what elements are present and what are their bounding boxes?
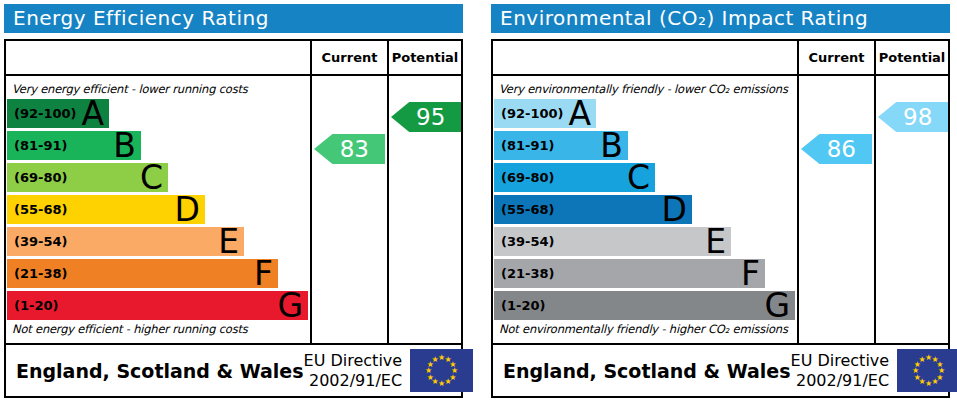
star-icon: ★ — [925, 379, 932, 388]
band-letter: E — [218, 224, 239, 257]
band-range-label: (21-38) — [501, 259, 554, 288]
energy-bands-area: Very energy efficient - lower running co… — [6, 76, 310, 343]
current-column-header: Current — [310, 41, 387, 76]
environmental-bands-area: Very environmentally friendly - lower CO… — [493, 76, 797, 343]
eu-directive-line2: 2002/91/EC — [304, 371, 403, 390]
band-range-label: (1-20) — [501, 291, 545, 320]
region-label: England, Scotland & Wales — [6, 360, 304, 382]
energy-top-note: Very energy efficient - lower running co… — [12, 82, 248, 96]
eu-directive-line1: EU Directive — [304, 351, 403, 370]
environmental-panel-footer: England, Scotland & Wales EU Directive 2… — [491, 343, 950, 398]
star-icon: ★ — [432, 355, 439, 364]
environmental-current-cell: 86 — [797, 76, 874, 343]
potential-column-header: Potential — [387, 41, 461, 76]
environmental-rating-table: Current Potential Very environmentally f… — [491, 39, 950, 345]
band-range-label: (92-100) — [14, 99, 77, 128]
region-label: England, Scotland & Wales — [493, 360, 791, 382]
environmental-bottom-note: Not environmentally friendly - higher CO… — [499, 322, 788, 336]
epc-rating-charts: Energy Efficiency Rating Current Potenti… — [0, 0, 957, 404]
energy-rating-table: Current Potential Very energy efficient … — [4, 39, 463, 345]
band-range-label: (69-80) — [14, 163, 67, 192]
environmental-impact-panel: Environmental (CO₂) Impact Rating Curren… — [491, 4, 950, 398]
band-letter: B — [600, 128, 623, 161]
band-range-label: (69-80) — [501, 163, 554, 192]
band-letter: D — [175, 192, 200, 225]
star-icon: ★ — [932, 377, 939, 386]
band-letter: F — [741, 256, 760, 289]
band-letter: A — [81, 96, 104, 129]
energy-current-cell: 83 — [310, 76, 387, 343]
band-letter: G — [764, 288, 790, 321]
band-range-label: (81-91) — [14, 131, 67, 160]
star-icon: ★ — [919, 355, 926, 364]
rating-band-b: (81-91) B — [7, 131, 141, 160]
potential-rating-arrow: 95 — [391, 102, 461, 132]
table-corner-cell — [493, 41, 797, 76]
band-letter: C — [140, 160, 163, 193]
current-rating-arrow: 86 — [801, 134, 872, 164]
band-range-label: (81-91) — [501, 131, 554, 160]
environmental-top-note: Very environmentally friendly - lower CO… — [499, 82, 788, 96]
environmental-panel-title: Environmental (CO₂) Impact Rating — [491, 4, 950, 33]
rating-band-b: (81-91) B — [494, 131, 628, 160]
current-column-header: Current — [797, 41, 874, 76]
band-range-label: (92-100) — [501, 99, 564, 128]
eu-directive-label: EU Directive 2002/91/EC — [304, 351, 411, 389]
star-icon: ★ — [445, 377, 452, 386]
energy-potential-cell: 95 — [387, 76, 461, 343]
rating-band-c: (69-80) C — [7, 163, 168, 192]
band-range-label: (55-68) — [501, 195, 554, 224]
rating-band-g: (1-20) G — [494, 291, 795, 320]
band-letter: C — [627, 160, 650, 193]
rating-band-e: (39-54) E — [7, 227, 244, 256]
eu-flag-icon: ★★★★★★★★★★★★ — [897, 349, 957, 392]
band-letter: E — [705, 224, 726, 257]
eu-flag-icon: ★★★★★★★★★★★★ — [410, 349, 473, 392]
band-range-label: (21-38) — [14, 259, 67, 288]
energy-bottom-note: Not energy efficient - higher running co… — [12, 322, 248, 336]
rating-band-a: (92-100)A — [7, 99, 109, 128]
band-letter: B — [113, 128, 136, 161]
eu-directive-line2: 2002/91/EC — [791, 371, 890, 390]
band-range-label: (39-54) — [14, 227, 67, 256]
band-range-label: (39-54) — [501, 227, 554, 256]
energy-panel-footer: England, Scotland & Wales EU Directive 2… — [4, 343, 463, 398]
rating-band-f: (21-38) F — [494, 259, 765, 288]
potential-column-header: Potential — [874, 41, 948, 76]
band-letter: D — [662, 192, 687, 225]
rating-band-g: (1-20) G — [7, 291, 308, 320]
band-range-label: (55-68) — [14, 195, 67, 224]
potential-rating-arrow: 98 — [878, 102, 948, 132]
eu-directive-line1: EU Directive — [791, 351, 890, 370]
current-rating-arrow: 83 — [314, 134, 385, 164]
band-letter: G — [277, 288, 303, 321]
energy-efficiency-panel: Energy Efficiency Rating Current Potenti… — [4, 4, 463, 398]
band-letter: A — [568, 96, 591, 129]
rating-band-e: (39-54) E — [494, 227, 731, 256]
environmental-potential-cell: 98 — [874, 76, 948, 343]
rating-band-f: (21-38) F — [7, 259, 278, 288]
energy-panel-title: Energy Efficiency Rating — [4, 4, 463, 33]
star-icon: ★ — [438, 379, 445, 388]
band-letter: F — [254, 256, 273, 289]
eu-directive-label: EU Directive 2002/91/EC — [791, 351, 898, 389]
rating-band-a: (92-100)A — [494, 99, 596, 128]
table-corner-cell — [6, 41, 310, 76]
rating-band-d: (55-68) D — [494, 195, 692, 224]
band-range-label: (1-20) — [14, 291, 58, 320]
rating-band-c: (69-80) C — [494, 163, 655, 192]
rating-band-d: (55-68) D — [7, 195, 205, 224]
